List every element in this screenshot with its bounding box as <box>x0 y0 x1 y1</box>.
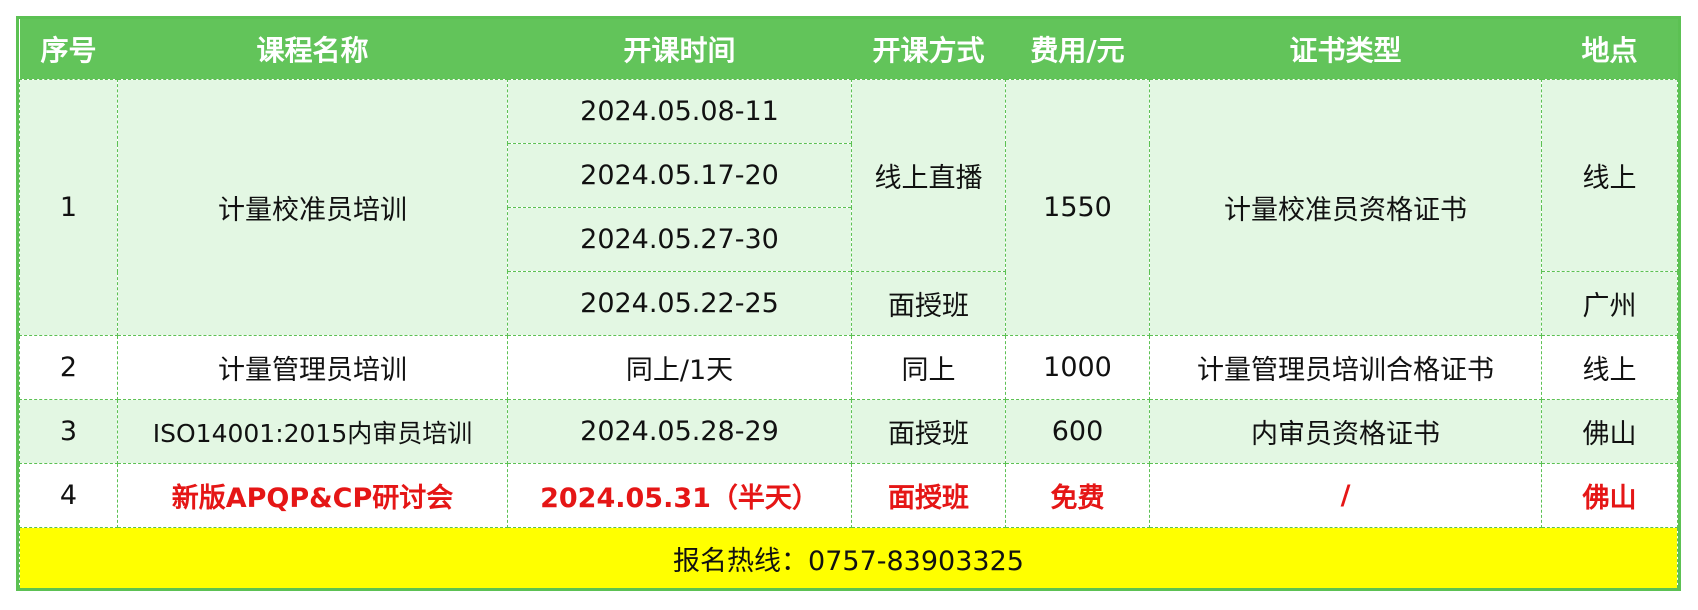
cell-cert: 内审员资格证书 <box>1149 399 1542 464</box>
cell-date: 2024.05.31（半天） <box>507 463 852 528</box>
cell-date: 同上/1天 <box>507 335 852 400</box>
cell-course-name: 计量管理员培训 <box>117 335 508 400</box>
cell-location: 线上 <box>1541 335 1678 400</box>
table-row: 4 新版APQP&CP研讨会 2024.05.31（半天） 面授班 免费 / 佛… <box>19 463 1678 528</box>
cell-date: 2024.05.22-25 <box>507 271 852 336</box>
cell-cert: 计量校准员资格证书 <box>1149 79 1542 336</box>
cell-course-name: 新版APQP&CP研讨会 <box>117 463 508 528</box>
cell-date: 2024.05.28-29 <box>507 399 852 464</box>
cell-date: 2024.05.08-11 <box>507 79 852 144</box>
cell-date: 2024.05.17-20 <box>507 143 852 208</box>
cell-location: 广州 <box>1541 271 1678 336</box>
cell-course-name: ISO14001:2015内审员培训 <box>117 399 508 464</box>
cell-date: 2024.05.27-30 <box>507 207 852 272</box>
cell-seq: 4 <box>19 463 118 528</box>
cell-seq: 1 <box>19 79 118 336</box>
cell-fee: 1550 <box>1005 79 1150 336</box>
table-row: 1 计量校准员培训 2024.05.08-11 线上直播 1550 计量校准员资… <box>19 79 1678 336</box>
header-row: 序号 课程名称 开课时间 开课方式 费用/元 证书类型 地点 <box>19 19 1678 80</box>
cell-cert: 计量管理员培训合格证书 <box>1149 335 1542 400</box>
cell-location: 佛山 <box>1541 463 1678 528</box>
footer-row: 报名热线：0757-83903325 <box>19 527 1678 588</box>
cell-cert: / <box>1149 463 1542 528</box>
header-date: 开课时间 <box>507 19 852 80</box>
table-row: 3 ISO14001:2015内审员培训 2024.05.28-29 面授班 6… <box>19 399 1678 464</box>
cell-seq: 3 <box>19 399 118 464</box>
cell-fee: 1000 <box>1005 335 1150 400</box>
header-seq: 序号 <box>19 19 118 80</box>
header-location: 地点 <box>1541 19 1678 80</box>
cell-location: 佛山 <box>1541 399 1678 464</box>
registration-hotline: 报名热线：0757-83903325 <box>19 527 1678 588</box>
cell-fee: 600 <box>1005 399 1150 464</box>
cell-mode: 线上直播 <box>851 79 1006 272</box>
cell-mode: 同上 <box>851 335 1006 400</box>
header-fee: 费用/元 <box>1005 19 1150 80</box>
cell-mode: 面授班 <box>851 463 1006 528</box>
cell-location: 线上 <box>1541 79 1678 272</box>
cell-mode: 面授班 <box>851 399 1006 464</box>
course-schedule-table: 序号 课程名称 开课时间 开课方式 费用/元 证书类型 地点 1 计量校准员培训… <box>16 16 1681 591</box>
cell-fee: 免费 <box>1005 463 1150 528</box>
cell-mode: 面授班 <box>851 271 1006 336</box>
cell-seq: 2 <box>19 335 118 400</box>
table-row: 2 计量管理员培训 同上/1天 同上 1000 计量管理员培训合格证书 线上 <box>19 335 1678 400</box>
cell-course-name: 计量校准员培训 <box>117 79 508 336</box>
header-course-name: 课程名称 <box>117 19 508 80</box>
header-mode: 开课方式 <box>851 19 1006 80</box>
header-cert: 证书类型 <box>1149 19 1542 80</box>
